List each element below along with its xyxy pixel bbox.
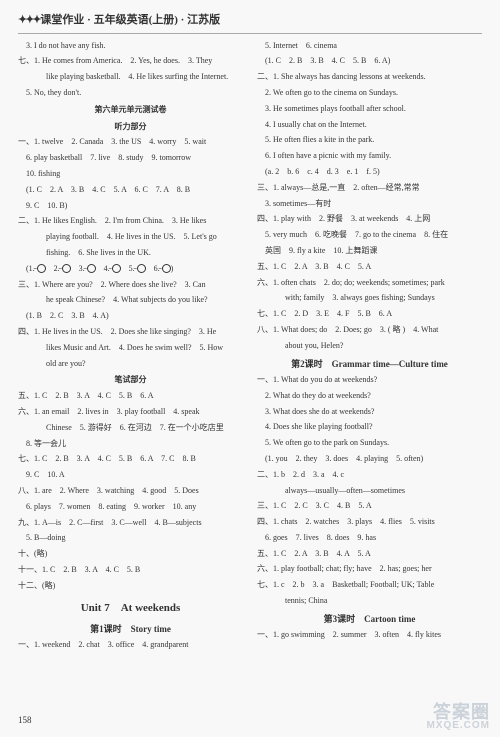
text-line: tennis; China xyxy=(257,595,482,608)
page-root: ✦✦✦ 课堂作业 · 五年级英语(上册) · 江苏版 3. I do not h… xyxy=(0,0,500,737)
watermark: 答案圈 MXQE.COM xyxy=(426,703,490,731)
text-line: Chinese 5. 游得好 6. 在河边 7. 在一个小吃店里 xyxy=(18,422,243,435)
text-line: 三、1. Where are you? 2. Where does she li… xyxy=(18,279,243,292)
text-line: 9. C 10. B) xyxy=(18,200,243,213)
text-line: like playing basketball. 4. He likes sur… xyxy=(18,71,243,84)
text-line: 笔试部分 xyxy=(18,374,243,387)
text-line: 5. We often go to the park on Sundays. xyxy=(257,437,482,450)
text-line: 五、1. C 2. A 3. B 4. C 5. A xyxy=(257,261,482,274)
right-column: 5. Internet 6. cinema (1. C 2. B 3. B 4. … xyxy=(257,40,482,717)
text-line: (1. C 2. B 3. B 4. C 5. B 6. A) xyxy=(257,55,482,68)
page-number: 158 xyxy=(18,713,32,727)
text-line: (1. C 2. A 3. B 4. C 5. A 6. C 7. A 8. B xyxy=(18,184,243,197)
text-line: 5. He often flies a kite in the park. xyxy=(257,134,482,147)
text-line: 3. sometimes—有时 xyxy=(257,198,482,211)
text-line: 五、1. C 2. B 3. A 4. C 5. B 6. A xyxy=(18,390,243,403)
text-line: 四、1. chats 2. watches 3. plays 4. flies … xyxy=(257,516,482,529)
smile-face-icon: ⌣ xyxy=(62,264,71,273)
text-line: 4. Does she like playing football? xyxy=(257,421,482,434)
text-line: 6. play basketball 7. live 8. study 9. t… xyxy=(18,152,243,165)
text-line: 3. I do not have any fish. xyxy=(18,40,243,53)
smile-face-icon: ⌣ xyxy=(137,264,146,273)
text-line: 10. fishing xyxy=(18,168,243,181)
text-line: 5. No, they don't. xyxy=(18,87,243,100)
text-line: 6. goes 7. lives 8. does 9. has xyxy=(257,532,482,545)
header-dots: ✦✦✦ xyxy=(18,14,40,26)
text-line: 六、1. an email 2. lives in 3. play footba… xyxy=(18,406,243,419)
text-line: 第3课时 Cartoon time xyxy=(257,612,482,626)
text-line: 8. 等一会儿 xyxy=(18,438,243,451)
columns: 3. I do not have any fish. 七、1. He comes … xyxy=(18,40,482,717)
text-line: 六、1. play football; chat; fly; have 2. h… xyxy=(257,563,482,576)
text-line: 十一、1. C 2. B 3. A 4. C 5. B xyxy=(18,564,243,577)
text-line: 七、1. C 2. D 3. E 4. F 5. B 6. A xyxy=(257,308,482,321)
text-line: 2. What do they do at weekends? xyxy=(257,390,482,403)
text-line: 一、1. twelve 2. Canada 3. the US 4. worry… xyxy=(18,136,243,149)
text-line: 一、1. What do you do at weekends? xyxy=(257,374,482,387)
text-line: with; family 3. always goes fishing; Sun… xyxy=(257,292,482,305)
text-line: likes Music and Art. 4. Does he swim wel… xyxy=(18,342,243,355)
text-line: 三、1. C 2. C 3. C 4. B 5. A xyxy=(257,500,482,513)
text-line: fishing. 6. She lives in the UK. xyxy=(18,247,243,260)
text-line: 八、1. What does; do 2. Does; go 3. ( 略 ) … xyxy=(257,324,482,337)
text-line: always—usually—often—sometimes xyxy=(257,485,482,498)
page-header: ✦✦✦ 课堂作业 · 五年级英语(上册) · 江苏版 xyxy=(18,12,482,34)
text-line: 七、1. C 2. B 3. A 4. C 5. B 6. A 7. C 8. … xyxy=(18,453,243,466)
text-line: 第2课时 Grammar time—Culture time xyxy=(257,357,482,371)
text-line: 八、1. are 2. Where 3. watching 4. good 5.… xyxy=(18,485,243,498)
text-line: Unit 7 At weekends xyxy=(18,600,243,618)
text-line: 5. B—doing xyxy=(18,532,243,545)
watermark-bottom: MXQE.COM xyxy=(426,721,490,731)
text-line: (1. B 2. C 3. B 4. A) xyxy=(18,310,243,323)
text-line: 二、1. He likes English. 2. I'm from China… xyxy=(18,215,243,228)
text-line: playing football. 4. He lives in the US.… xyxy=(18,231,243,244)
text-line: 4. I usually chat on the Internet. xyxy=(257,119,482,132)
text-line: 五、1. C 2. A 3. B 4. A 5. A xyxy=(257,548,482,561)
text-line: 四、1. He lives in the US. 2. Does she lik… xyxy=(18,326,243,339)
text-line: 第1课时 Story time xyxy=(18,622,243,636)
smile-face-icon: ⌣ xyxy=(112,264,121,273)
text-line: about you, Helen? xyxy=(257,340,482,353)
text-line: 一、1. weekend 2. chat 3. office 4. grandp… xyxy=(18,639,243,652)
text-line: 3. What does she do at weekends? xyxy=(257,406,482,419)
sad-face-icon: ⌢ xyxy=(87,264,96,273)
header-title: 课堂作业 · 五年级英语(上册) · 江苏版 xyxy=(40,14,220,26)
text-line: 2. We often go to the cinema on Sundays. xyxy=(257,87,482,100)
text-line: 第六单元单元测试卷 xyxy=(18,104,243,117)
text-line: 9. C 10. A xyxy=(18,469,243,482)
text-line: (1. ⌣ 2. ⌣ 3. ⌢ 4. ⌣ 5. ⌣ 6. ⌣) xyxy=(18,263,243,276)
text-line: 七、1. c 2. b 3. a Basketball; Football; U… xyxy=(257,579,482,592)
text-line: 5. Internet 6. cinema xyxy=(257,40,482,53)
text-line: 三、1. always—总是,一直 2. often—经常,常常 xyxy=(257,182,482,195)
text-line: 十二、(略) xyxy=(18,580,243,593)
text-line: 5. very much 6. 吃晚餐 7. go to the cinema … xyxy=(257,229,482,242)
text-line: (1. you 2. they 3. does 4. playing 5. of… xyxy=(257,453,482,466)
smile-face-icon: ⌣ xyxy=(37,264,46,273)
smile-face-icon: ⌣ xyxy=(162,264,171,273)
text-line: (a. 2 b. 6 c. 4 d. 3 e. 1 f. 5) xyxy=(257,166,482,179)
text-line: 3. He sometimes plays football after sch… xyxy=(257,103,482,116)
text-line: 二、1. b 2. d 3. a 4. c xyxy=(257,469,482,482)
left-column: 3. I do not have any fish. 七、1. He comes … xyxy=(18,40,243,717)
text-line: 6. plays 7. women 8. eating 9. worker 10… xyxy=(18,501,243,514)
text-line: 一、1. go swimming 2. summer 3. often 4. f… xyxy=(257,629,482,642)
text-line: 七、1. He comes from America. 2. Yes, he d… xyxy=(18,55,243,68)
text-line: 听力部分 xyxy=(18,121,243,134)
text-line: 十、(略) xyxy=(18,548,243,561)
text-line: old are you? xyxy=(18,358,243,371)
watermark-top: 答案圈 xyxy=(433,702,490,722)
text-line: 二、1. She always has dancing lessons at w… xyxy=(257,71,482,84)
text-line: 英国 9. fly a kite 10. 上舞蹈课 xyxy=(257,245,482,258)
text-line: 九、1. A—is 2. C—first 3. C—well 4. B—subj… xyxy=(18,517,243,530)
text-line: he speak Chinese? 4. What subjects do yo… xyxy=(18,294,243,307)
text-line: 四、1. play with 2. 野餐 3. at weekends 4. 上… xyxy=(257,213,482,226)
text-line: 六、1. often chats 2. do; do; weekends; so… xyxy=(257,277,482,290)
text-line: 6. I often have a picnic with my family. xyxy=(257,150,482,163)
